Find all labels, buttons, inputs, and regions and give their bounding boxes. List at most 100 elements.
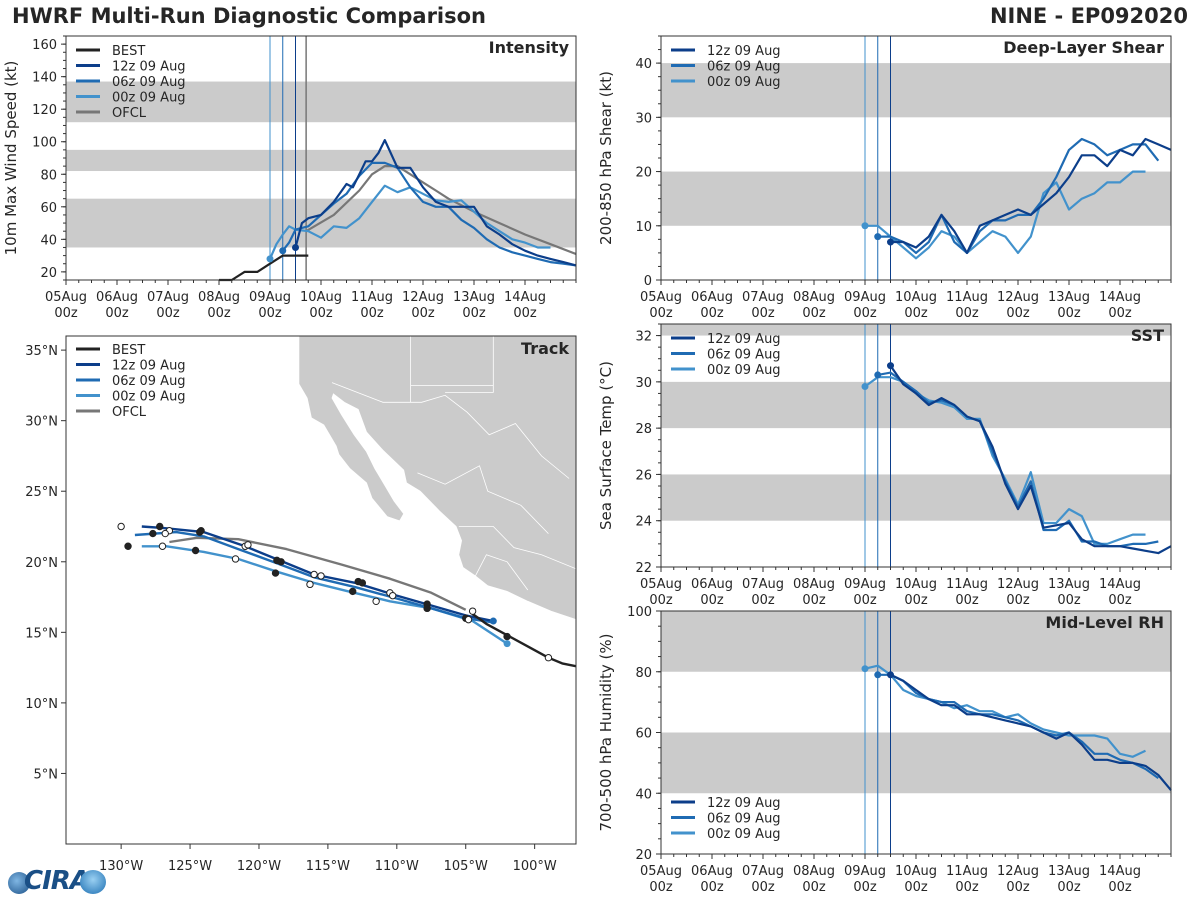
rh-ytick-label: 80 bbox=[635, 666, 652, 681]
sst-xtick-label-hour: 00z bbox=[955, 593, 979, 608]
track-point bbox=[503, 632, 511, 641]
rh-xtick-label: 10Aug bbox=[895, 864, 937, 879]
intensity-xtick-label-hour: 00z bbox=[156, 306, 180, 321]
shear-ytick-label: 0 bbox=[644, 274, 652, 289]
track-ytick-label: 25°N bbox=[25, 485, 58, 500]
sst-ytick-label: 26 bbox=[635, 468, 652, 483]
sst-xtick-label: 12Aug bbox=[997, 577, 1039, 592]
shear-ytick-label: 30 bbox=[635, 111, 652, 126]
track-point bbox=[149, 529, 157, 538]
sst-xtick-label: 10Aug bbox=[895, 577, 937, 592]
rh-legend-label: 00z 09 Aug bbox=[707, 827, 781, 842]
track-point bbox=[124, 542, 132, 550]
rh-xtick-label: 05Aug bbox=[640, 864, 682, 879]
track-point bbox=[196, 528, 204, 536]
sst-legend-label: 00z 09 Aug bbox=[707, 363, 781, 378]
sst-ytick-label: 28 bbox=[635, 422, 652, 437]
track-legend-label: BEST bbox=[112, 343, 145, 358]
track-frame bbox=[65, 335, 577, 845]
rh-ytick-label: 40 bbox=[635, 787, 652, 802]
track-point bbox=[317, 572, 325, 580]
cira-badge-icon bbox=[80, 870, 106, 894]
intensity-ytick-label: 160 bbox=[32, 38, 57, 53]
sst-xtick-label: 08Aug bbox=[793, 577, 835, 592]
state-border bbox=[445, 336, 494, 393]
intensity-xtick-label-hour: 00z bbox=[258, 306, 282, 321]
state-border bbox=[458, 526, 576, 570]
sst-xtick-label: 05Aug bbox=[640, 577, 682, 592]
shear-xtick-label-hour: 00z bbox=[802, 306, 826, 321]
track-point bbox=[244, 541, 252, 549]
intensity-xtick-label: 07Aug bbox=[147, 290, 189, 305]
rh-xtick-label-hour: 00z bbox=[904, 880, 928, 895]
sst-xtick-label-hour: 00z bbox=[649, 593, 673, 608]
sst-panel-title: SST bbox=[1131, 326, 1164, 345]
sst-xtick-label-hour: 00z bbox=[802, 593, 826, 608]
sst-ytick-label: 30 bbox=[635, 376, 652, 391]
shear-xtick-label-hour: 00z bbox=[1057, 306, 1081, 321]
track-ytick-label: 15°N bbox=[25, 626, 58, 641]
shear-xtick-label-hour: 00z bbox=[853, 306, 877, 321]
state-border bbox=[475, 554, 529, 591]
figure-title: HWRF Multi-Run Diagnostic Comparison bbox=[12, 4, 487, 28]
shear-xtick-label-hour: 00z bbox=[904, 306, 928, 321]
shear-xtick-label: 11Aug bbox=[946, 290, 988, 305]
intensity-xtick-label: 11Aug bbox=[351, 290, 393, 305]
sst-init-marker-r06 bbox=[874, 371, 882, 379]
shear-xtick-label-hour: 00z bbox=[649, 306, 673, 321]
intensity-xtick-label: 09Aug bbox=[249, 290, 291, 305]
shear-init-marker-r06 bbox=[874, 233, 882, 241]
intensity-ytick-label: 100 bbox=[32, 136, 57, 151]
rh-xtick-label-hour: 00z bbox=[1057, 880, 1081, 895]
shear-series-r06 bbox=[877, 137, 1160, 254]
logo-text: CIRA bbox=[24, 866, 90, 896]
track-point bbox=[156, 522, 164, 531]
rh-init-marker-r06 bbox=[874, 671, 882, 679]
intensity-xtick-label-hour: 00z bbox=[54, 306, 78, 321]
shear-panel: 01020304005Aug00z06Aug00z07Aug00z08Aug00… bbox=[597, 35, 1172, 321]
shear-xtick-label-hour: 00z bbox=[700, 306, 724, 321]
sst-ytick-label: 32 bbox=[635, 330, 652, 345]
track-point bbox=[310, 570, 318, 579]
shear-xtick-label: 13Aug bbox=[1048, 290, 1090, 305]
shear-xtick-label-hour: 00z bbox=[1108, 306, 1132, 321]
intensity-xtick-label-hour: 00z bbox=[105, 306, 129, 321]
rh-xtick-label-hour: 00z bbox=[649, 880, 673, 895]
intensity-ytick-label: 140 bbox=[32, 71, 57, 86]
shear-legend-label: 00z 09 Aug bbox=[707, 75, 781, 90]
rh-band bbox=[661, 611, 1171, 672]
rh-init-marker-r12 bbox=[887, 671, 894, 679]
track-xtick-label: 130°W bbox=[99, 859, 143, 874]
track-point bbox=[161, 529, 169, 538]
intensity-series-best bbox=[219, 254, 309, 282]
sst-xtick-label-hour: 00z bbox=[751, 593, 775, 608]
sst-init-marker-r12 bbox=[887, 362, 894, 370]
rh-xtick-label-hour: 00z bbox=[751, 880, 775, 895]
shear-xtick-label: 14Aug bbox=[1099, 290, 1141, 305]
rh-band bbox=[661, 732, 1171, 794]
track-legend-label: OFCL bbox=[112, 405, 147, 420]
shear-xtick-label: 09Aug bbox=[844, 290, 886, 305]
sst-xtick-label-hour: 00z bbox=[853, 593, 877, 608]
intensity-ylabel: 10m Max Wind Speed (kt) bbox=[2, 61, 20, 256]
land-mass bbox=[298, 336, 576, 621]
track-panel: 130°W 125°W 120°W 115°W 110°W 105°W 100°W 5°N 10… bbox=[25, 335, 577, 874]
sst-init-marker-r00 bbox=[861, 382, 869, 390]
track-point bbox=[271, 569, 280, 577]
shear-series-r00 bbox=[865, 170, 1146, 260]
shear-xtick-label: 10Aug bbox=[895, 290, 937, 305]
track-legend-label: 00z 09 Aug bbox=[112, 390, 186, 405]
intensity-xtick-label: 06Aug bbox=[96, 290, 138, 305]
track-point bbox=[358, 579, 367, 587]
rh-ytick-label: 60 bbox=[635, 727, 652, 742]
track-ytick-label: 20°N bbox=[25, 556, 58, 571]
rh-xtick-label: 13Aug bbox=[1048, 864, 1090, 879]
rh-panel-title: Mid-Level RH bbox=[1045, 613, 1164, 632]
track-point bbox=[464, 615, 473, 624]
shear-xtick-label: 08Aug bbox=[793, 290, 835, 305]
track-ytick-label: 5°N bbox=[34, 767, 59, 782]
intensity-band bbox=[66, 149, 576, 172]
track-xtick-label: 110°W bbox=[375, 859, 419, 874]
track-point bbox=[468, 607, 477, 615]
intensity-xtick-label: 12Aug bbox=[402, 290, 444, 305]
